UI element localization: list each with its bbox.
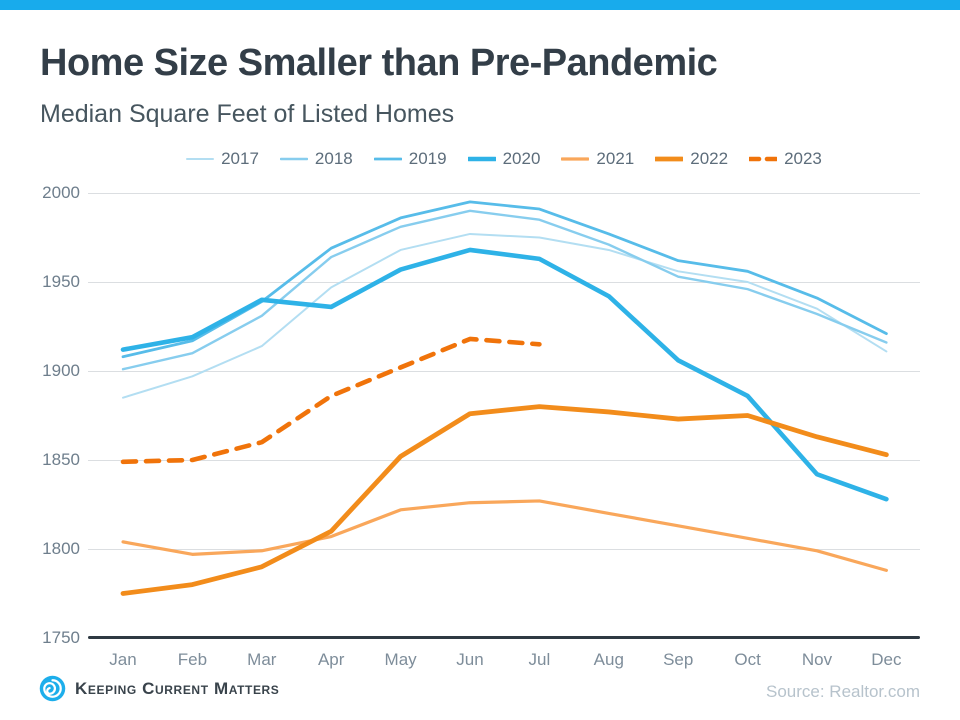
source-note: Source: Realtor.com bbox=[765, 682, 920, 701]
series-line-2022 bbox=[120, 404, 889, 596]
legend-swatch-2021 bbox=[561, 157, 590, 161]
x-axis-month-label: Dec bbox=[871, 650, 902, 669]
y-axis-tick-label: 2000 bbox=[42, 183, 80, 202]
x-axis-month-label: Jan bbox=[109, 650, 137, 669]
gridline bbox=[88, 459, 920, 461]
x-axis-month-label: Oct bbox=[734, 650, 761, 669]
legend-label-2019: 2019 bbox=[408, 149, 447, 168]
legend-swatch-2020 bbox=[467, 156, 496, 162]
legend-item-2020: 2020 bbox=[467, 149, 541, 169]
gridline bbox=[88, 548, 920, 550]
x-axis-month-label: Apr bbox=[317, 650, 345, 669]
x-axis-month-label: Nov bbox=[801, 650, 833, 669]
series-line-2018 bbox=[121, 209, 888, 371]
x-axis-month-label: Feb bbox=[177, 650, 208, 669]
legend-swatch-2023 bbox=[749, 156, 778, 162]
legend-label-2023: 2023 bbox=[784, 149, 822, 168]
legend-swatch-2018 bbox=[279, 157, 308, 161]
y-axis-tick-label: 1900 bbox=[42, 361, 80, 380]
gridline bbox=[88, 192, 920, 194]
y-axis-tick-label: 1850 bbox=[42, 450, 80, 469]
chart-lines bbox=[120, 200, 889, 596]
kcm-swirl-logo-icon bbox=[39, 675, 66, 702]
page-subtitle: Median Square Feet of Listed Homes bbox=[40, 100, 455, 128]
legend-item-2022: 2022 bbox=[655, 149, 728, 169]
series-line-2019 bbox=[121, 200, 888, 359]
legend-item-2018: 2018 bbox=[279, 149, 353, 169]
brand-name: Keeping Current Matters bbox=[75, 678, 280, 698]
legend-swatch-2017 bbox=[186, 158, 215, 160]
legend-label-2021: 2021 bbox=[596, 149, 635, 168]
top-accent-bar bbox=[0, 0, 960, 10]
x-axis-month-label: Sep bbox=[663, 650, 694, 669]
legend-label-2018: 2018 bbox=[314, 149, 353, 168]
x-axis-month-label: Jun bbox=[456, 650, 484, 669]
gridline bbox=[88, 370, 920, 372]
brand-footer: Keeping Current Matters bbox=[38, 674, 279, 703]
series-line-2017 bbox=[122, 232, 888, 399]
legend-item-2023: 2023 bbox=[749, 149, 822, 169]
page-title: Home Size Smaller than Pre-Pandemic bbox=[40, 42, 718, 84]
legend-label-2022: 2022 bbox=[690, 149, 729, 168]
legend-label-2020: 2020 bbox=[502, 149, 541, 168]
x-axis-month-label: May bbox=[384, 650, 417, 669]
legend-swatch-2019 bbox=[373, 157, 402, 161]
x-axis-month-label: Jul bbox=[528, 650, 551, 669]
y-axis-tick-label: 1750 bbox=[42, 628, 80, 647]
series-line-2020 bbox=[120, 247, 889, 502]
series-line-2023 bbox=[120, 336, 542, 465]
legend-item-2017: 2017 bbox=[186, 149, 259, 169]
x-axis-line bbox=[88, 636, 920, 639]
chart-plot-area: 2000 1950 1900 1850 1800 1750 Jan Feb Mar Apr May J… bbox=[42, 183, 920, 669]
gridline bbox=[88, 281, 920, 283]
x-axis-month-label: Mar bbox=[247, 650, 277, 669]
legend-item-2019: 2019 bbox=[373, 149, 447, 169]
legend-swatch-2022 bbox=[655, 156, 684, 162]
x-axis-month-label: Aug bbox=[593, 650, 624, 669]
series-line-2021 bbox=[121, 499, 889, 572]
y-axis-tick-label: 1950 bbox=[42, 272, 80, 291]
legend-item-2021: 2021 bbox=[561, 149, 634, 169]
y-axis-tick-label: 1800 bbox=[42, 539, 80, 558]
chart-legend: 2017 2018 2019 2020 2021 2022 2023 bbox=[88, 146, 920, 172]
legend-label-2017: 2017 bbox=[221, 149, 259, 168]
